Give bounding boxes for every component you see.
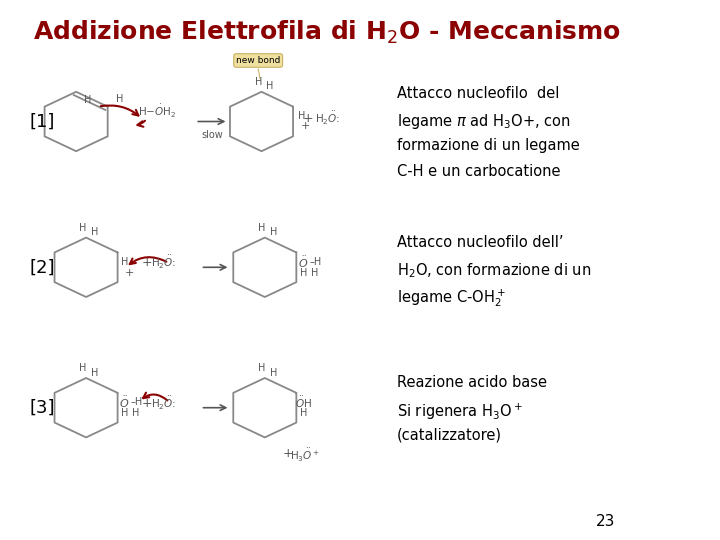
Text: formazione di un legame: formazione di un legame bbox=[397, 138, 580, 153]
Text: $\ddot{O}$H: $\ddot{O}$H bbox=[294, 395, 312, 410]
Text: [1]: [1] bbox=[30, 112, 55, 131]
Text: H$_2$O, con formazione di un: H$_2$O, con formazione di un bbox=[397, 261, 591, 280]
Text: legame C-OH$_2^+$: legame C-OH$_2^+$ bbox=[397, 287, 506, 308]
Text: H$_2\ddot{O}$:: H$_2\ddot{O}$: bbox=[151, 254, 177, 272]
Text: Addizione Elettrofila di H$_2$O - Meccanismo: Addizione Elettrofila di H$_2$O - Meccan… bbox=[33, 19, 621, 46]
Text: H: H bbox=[300, 268, 307, 278]
Text: $\ddot{O}$: $\ddot{O}$ bbox=[298, 254, 308, 269]
Text: H: H bbox=[79, 223, 86, 233]
Text: +: + bbox=[283, 447, 293, 460]
Text: H: H bbox=[297, 111, 305, 121]
Text: (catalizzatore): (catalizzatore) bbox=[397, 427, 503, 442]
Text: +: + bbox=[302, 112, 313, 125]
Text: H: H bbox=[258, 363, 265, 373]
Text: 23: 23 bbox=[596, 514, 616, 529]
Text: H$-\dot{O}$H$_2$: H$-\dot{O}$H$_2$ bbox=[138, 103, 177, 120]
Text: H$_3\ddot{O}^+$: H$_3\ddot{O}^+$ bbox=[289, 447, 320, 464]
Text: H$_2\ddot{O}$:: H$_2\ddot{O}$: bbox=[315, 110, 341, 127]
Text: new bond: new bond bbox=[236, 56, 280, 65]
Text: +: + bbox=[125, 268, 134, 278]
Text: H: H bbox=[270, 227, 277, 237]
Text: H: H bbox=[91, 368, 99, 377]
Text: $\ddot{O}$: $\ddot{O}$ bbox=[120, 395, 130, 410]
Text: Reazione acido base: Reazione acido base bbox=[397, 375, 547, 390]
Text: [2]: [2] bbox=[30, 258, 55, 276]
Text: +: + bbox=[142, 397, 153, 410]
Text: Attacco nucleofilo  del: Attacco nucleofilo del bbox=[397, 86, 559, 102]
Text: H: H bbox=[116, 93, 123, 104]
Text: H: H bbox=[311, 268, 318, 278]
Text: Si rigenera H$_3$O$^+$: Si rigenera H$_3$O$^+$ bbox=[397, 401, 523, 422]
Text: H: H bbox=[270, 368, 277, 377]
Text: H: H bbox=[132, 408, 140, 418]
Text: H: H bbox=[121, 257, 128, 267]
Text: +: + bbox=[142, 256, 153, 269]
Text: H: H bbox=[121, 408, 128, 418]
Text: H: H bbox=[254, 77, 262, 87]
Text: C-H e un carbocatione: C-H e un carbocatione bbox=[397, 164, 561, 179]
Text: Attacco nucleofilo dell’: Attacco nucleofilo dell’ bbox=[397, 235, 564, 250]
Text: H$_2\ddot{O}$:: H$_2\ddot{O}$: bbox=[151, 395, 177, 412]
Text: H: H bbox=[79, 363, 86, 373]
Text: –H: –H bbox=[131, 397, 143, 407]
Text: +: + bbox=[301, 121, 310, 131]
Text: [3]: [3] bbox=[30, 399, 55, 417]
Text: H: H bbox=[266, 82, 274, 91]
Text: H: H bbox=[91, 227, 99, 237]
Text: slow: slow bbox=[201, 130, 222, 140]
Text: H: H bbox=[84, 95, 91, 105]
Text: H: H bbox=[258, 223, 265, 233]
Text: –H: –H bbox=[310, 257, 322, 267]
Text: legame $\pi$ ad H$_3$O+, con: legame $\pi$ ad H$_3$O+, con bbox=[397, 112, 571, 131]
Text: H: H bbox=[300, 408, 307, 418]
